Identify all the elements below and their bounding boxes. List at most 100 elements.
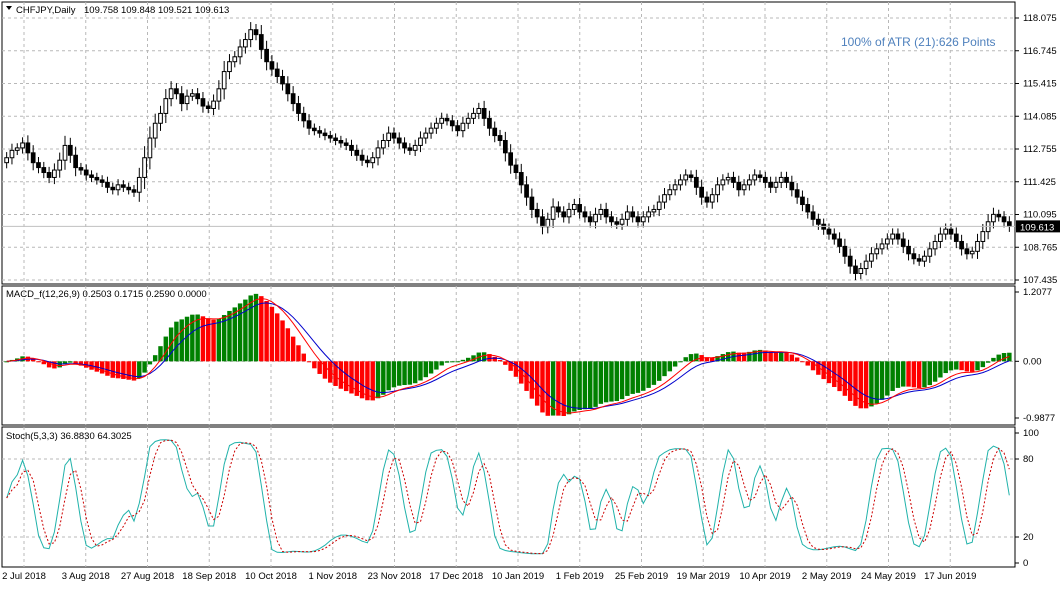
macd-histogram-bar — [683, 357, 688, 362]
macd-histogram-bar — [434, 361, 439, 370]
macd-histogram-bar — [322, 361, 328, 379]
macd-histogram-bar — [397, 361, 402, 386]
candle-body — [837, 238, 842, 247]
macd-histogram-bar — [497, 360, 503, 362]
macd-histogram-bar — [529, 361, 535, 399]
macd-histogram-bar — [179, 319, 184, 362]
candle-body — [402, 142, 407, 149]
macd-histogram-bar — [667, 361, 673, 372]
candle-body — [285, 83, 291, 95]
candle-body — [959, 240, 964, 250]
macd-histogram-bar — [858, 361, 864, 409]
x-axis-label: 2 Jul 2018 — [2, 571, 46, 582]
candle-body — [953, 233, 959, 242]
candle-body — [487, 117, 492, 129]
candle-body — [508, 152, 514, 166]
macd-histogram-bar — [800, 361, 805, 363]
candle-body — [890, 233, 895, 240]
candle-body — [810, 211, 816, 220]
candle-body — [609, 216, 614, 223]
candle-body — [365, 159, 370, 164]
candle-body — [232, 56, 238, 63]
candle-body — [200, 98, 206, 107]
macd-histogram-bar — [312, 361, 317, 369]
candle-body — [78, 167, 84, 171]
candle-body — [566, 208, 572, 218]
x-axis-label: 19 Mar 2019 — [677, 571, 730, 582]
macd-histogram-bar — [46, 361, 52, 368]
macd-histogram-bar — [428, 361, 434, 374]
macd-histogram-bar — [710, 357, 715, 362]
candle-body — [131, 189, 137, 193]
candle-body — [481, 107, 487, 119]
macd-histogram-bar — [248, 295, 253, 362]
macd-histogram-bar — [656, 361, 662, 381]
candle-body — [211, 100, 216, 109]
candle-body — [863, 260, 869, 270]
macd-histogram-bar — [789, 354, 795, 362]
price-axis-label: 111.425 — [1023, 177, 1056, 188]
x-axis-label: 10 Jan 2019 — [492, 571, 544, 582]
candle-body — [911, 253, 917, 260]
macd-signal-line-blue — [6, 302, 1010, 410]
macd-histogram-bar — [365, 361, 370, 401]
candle-body — [73, 154, 78, 169]
macd-histogram-bar — [370, 361, 375, 401]
candle-body — [412, 144, 418, 151]
candle-body — [184, 95, 190, 105]
candle-body — [41, 167, 47, 174]
macd-histogram-bar — [954, 361, 959, 370]
candle-body — [688, 174, 694, 178]
candle-body — [476, 107, 482, 114]
candle-body — [354, 149, 360, 156]
macd-histogram-bar — [492, 356, 497, 362]
macd-histogram-bar — [964, 361, 970, 372]
macd-histogram-bar — [895, 361, 901, 388]
macd-histogram-bar — [646, 361, 651, 388]
candle-body — [906, 245, 911, 255]
symbol-dropdown-icon[interactable] — [6, 6, 12, 10]
candle-body — [444, 117, 450, 122]
stoch-axis-label: 20 — [1023, 532, 1034, 543]
candle-body — [736, 181, 742, 191]
macd-histogram-bar — [269, 306, 275, 362]
candle-body — [179, 93, 185, 105]
candle-body — [428, 127, 434, 134]
macd-histogram-bar — [471, 355, 476, 362]
current-price-box — [1016, 220, 1060, 233]
macd-histogram-bar — [593, 361, 598, 407]
macd-histogram-bar — [375, 361, 381, 399]
price-axis-label: 115.415 — [1023, 79, 1057, 90]
macd-histogram-bar — [842, 361, 848, 396]
candle-body — [853, 265, 858, 274]
macd-histogram-bar — [943, 361, 948, 374]
price-axis-label: 116.745 — [1023, 46, 1057, 57]
candle-body — [465, 117, 471, 124]
macd-histogram-bar — [985, 361, 991, 363]
candle-body — [709, 194, 715, 203]
candle-body — [534, 208, 540, 218]
candle-body — [121, 184, 126, 188]
macd-histogram-bar — [508, 361, 513, 371]
candle-body — [725, 176, 731, 181]
candle-body — [784, 176, 789, 183]
macd-histogram-bar — [62, 361, 68, 364]
macd-histogram-bar — [137, 361, 142, 379]
macd-histogram-bar — [460, 359, 466, 362]
candle-body — [842, 245, 848, 257]
candle-body — [147, 137, 153, 159]
price-pane-frame — [1, 1, 1016, 285]
macd-histogram-bar — [853, 361, 858, 406]
macd-histogram-bar — [264, 300, 269, 362]
candle-body — [672, 184, 678, 191]
candle-body — [667, 189, 673, 196]
macd-histogram-bar — [296, 345, 301, 362]
candle-body — [874, 248, 880, 255]
candle-body — [216, 88, 222, 102]
x-axis-label: 3 Aug 2018 — [62, 571, 110, 582]
candle-body — [290, 93, 296, 105]
candle-body — [264, 48, 269, 63]
candle-body — [439, 117, 445, 124]
candle-body — [253, 29, 259, 36]
